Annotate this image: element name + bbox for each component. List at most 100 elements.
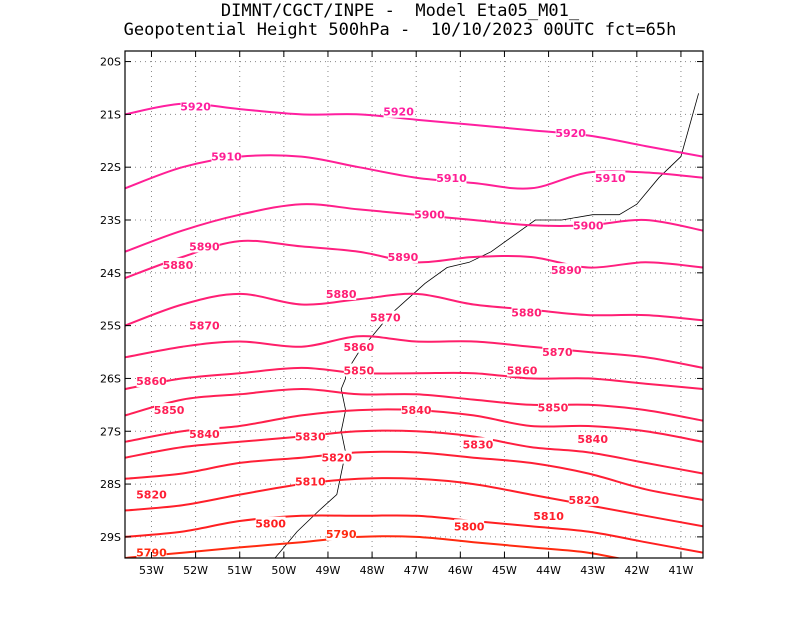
contour-line-5800: [125, 514, 703, 554]
contour-label-bg: [401, 403, 432, 417]
y-tick-label: 20S: [100, 56, 121, 69]
contour-label: 5880: [163, 259, 194, 272]
title-line-1: DIMNT/CGCT/INPE - Model Eta05_M01_: [220, 1, 580, 21]
contour-label: 5910: [436, 172, 467, 185]
contour-label: 5820: [569, 494, 600, 507]
contour-label-bg: [189, 318, 220, 332]
contour-label: 5820: [136, 489, 167, 502]
contour-label-bg: [255, 516, 286, 530]
contour-line-5790: [125, 535, 622, 558]
contour-label-bg: [154, 403, 185, 417]
x-tick-label: 52W: [183, 564, 208, 577]
contour-label-bg: [507, 363, 538, 377]
x-tick-label: 47W: [404, 564, 429, 577]
contour-label-bg: [189, 426, 220, 440]
contour-label-bg: [383, 104, 414, 118]
contour-lines: [125, 102, 703, 558]
contour-label: 5850: [344, 365, 375, 378]
y-tick-label: 25S: [100, 320, 121, 333]
title-line-2: Geopotential Height 500hPa - 10/10/2023 …: [123, 20, 677, 40]
contour-line-5920: [125, 102, 703, 158]
contour-line-5810: [125, 477, 703, 528]
contour-label: 5830: [295, 431, 326, 444]
y-tick-label: 28S: [100, 478, 121, 491]
contour-label: 5870: [189, 320, 220, 333]
contour-label: 5890: [388, 251, 419, 264]
x-tick-label: 46W: [448, 564, 473, 577]
contour-label-bg: [343, 339, 374, 353]
chart-title: DIMNT/CGCT/INPE - Model Eta05_M01_ Geopo…: [0, 2, 800, 40]
x-tick-label: 48W: [360, 564, 385, 577]
contour-label: 5920: [383, 106, 414, 119]
contour-line-5820: [125, 450, 703, 501]
contour-label: 5840: [189, 428, 220, 441]
contour-label: 5910: [595, 172, 626, 185]
contour-label-bg: [343, 363, 374, 377]
contour-line-5830: [125, 429, 703, 475]
contour-line-5880: [125, 292, 703, 327]
contour-label: 5860: [136, 375, 167, 388]
y-tick-label: 27S: [100, 425, 121, 438]
contour-label-bg: [568, 492, 599, 506]
contour-label: 5850: [538, 401, 569, 414]
contour-label-bg: [573, 218, 604, 232]
contour-label: 5920: [180, 100, 211, 113]
contour-label: 5840: [577, 433, 608, 446]
contour-label: 5810: [533, 510, 564, 523]
x-tick-label: 41W: [669, 564, 694, 577]
contour-label-bg: [595, 170, 626, 184]
contour-label: 5910: [211, 151, 242, 164]
contour-label-bg: [370, 310, 401, 324]
contour-label-bg: [436, 170, 467, 184]
y-tick-label: 26S: [100, 372, 121, 385]
contour-label-bg: [326, 527, 357, 541]
coastline-south: [274, 378, 347, 558]
contour-line-5860: [125, 366, 703, 390]
contour-label: 5890: [189, 240, 220, 253]
contour-label-bg: [211, 149, 242, 163]
contour-label-bg: [295, 429, 326, 443]
contour-label: 5830: [463, 438, 494, 451]
contour-label: 5900: [573, 219, 604, 232]
contour-label-bg: [462, 437, 493, 451]
contour-label-bg: [136, 545, 167, 558]
contour-label: 5920: [555, 127, 586, 140]
contour-labels: 5920 5920 5920 5910 5910 5910 5900 5900 5890 5890…: [136, 99, 626, 558]
contour-label-bg: [537, 400, 568, 414]
y-tick-label: 21S: [100, 108, 121, 121]
contour-label-bg: [321, 450, 352, 464]
contour-label: 5800: [454, 520, 485, 533]
contour-label: 5820: [321, 452, 352, 465]
contour-label-bg: [180, 99, 211, 113]
x-tick-label: 53W: [139, 564, 164, 577]
contour-label-bg: [577, 432, 608, 446]
contour-label-bg: [454, 519, 485, 533]
axis-ticks: 53W 52W 51W 50W 49W 48W 47W 46W 45W 44W 43W 42W 41W 2…: [100, 51, 703, 577]
y-tick-label: 23S: [100, 214, 121, 227]
contour-label: 5870: [542, 346, 573, 359]
x-tick-label: 50W: [271, 564, 296, 577]
contour-label: 5880: [326, 288, 357, 301]
contour-label-bg: [414, 207, 445, 221]
contour-label: 5850: [154, 404, 185, 417]
contour-label: 5890: [551, 264, 582, 277]
x-tick-label: 51W: [227, 564, 252, 577]
contour-label: 5880: [511, 306, 542, 319]
contour-label-bg: [542, 345, 573, 359]
contour-label-bg: [555, 125, 586, 139]
y-tick-label: 24S: [100, 267, 121, 280]
x-tick-label: 44W: [536, 564, 561, 577]
contour-label: 5870: [370, 312, 401, 325]
contour-label-bg: [136, 487, 167, 501]
map-borders: [274, 93, 699, 558]
contour-label-bg: [387, 249, 418, 263]
contour-line-5850: [125, 387, 703, 422]
x-tick-label: 45W: [492, 564, 517, 577]
contour-label: 5810: [295, 475, 326, 488]
contour-label: 5900: [414, 209, 445, 222]
contour-label-bg: [189, 239, 220, 253]
contour-label: 5840: [401, 404, 432, 417]
contour-label: 5790: [326, 528, 357, 541]
plot-frame: [124, 50, 704, 559]
